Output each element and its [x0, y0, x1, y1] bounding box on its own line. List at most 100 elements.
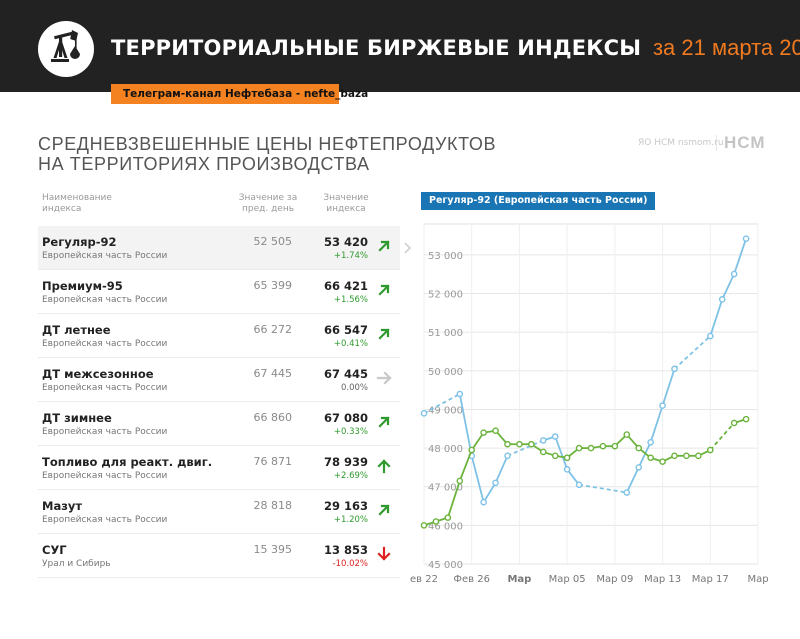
table-row[interactable]: ДТ зимнее Европейская часть России 66 860 6… [38, 402, 400, 446]
row-region: Европейская часть России [42, 295, 168, 305]
price-chart: 45 000 46 000 47 000 48 000 49 000 50 000 51 0… [410, 223, 769, 585]
col-header-cur-l2: индекса [326, 204, 366, 214]
title-date: за 21 марта 2024 [652, 35, 800, 60]
row-name: СУГ [42, 543, 67, 557]
row-name: Топливо для реакт. двиг. [42, 455, 213, 469]
series-1-segment [470, 432, 485, 451]
row-prev-value: 76 871 [253, 455, 293, 468]
row-region: Европейская часть России [42, 339, 168, 349]
series-1-point [635, 444, 643, 452]
row-current-value: 53 420 [323, 235, 368, 249]
col-header-prev-l1: Значение за [238, 193, 298, 203]
y-tick-label: 46 000 [428, 521, 463, 532]
y-tick-label: 51 000 [428, 328, 463, 339]
series-1-point [671, 452, 678, 460]
telegram-badge: Телеграм-канал Нефтебаза - nefte_baza [111, 84, 368, 104]
row-region: Европейская часть России [42, 251, 168, 261]
title-main: ТЕРРИТОРИАЛЬНЫЕ БИРЖЕВЫЕ ИНДЕКСЫ [111, 36, 642, 60]
series-0-segment [578, 483, 627, 494]
row-name: Мазут [42, 499, 83, 513]
series-1-point [420, 522, 428, 529]
series-1-point [730, 419, 738, 427]
table-row[interactable]: СУГ Урал и Сибирь 15 395 13 853 -10.02% [38, 534, 400, 578]
col-header-name-l2: индекса [42, 204, 82, 214]
table-row[interactable]: ДТ межсезонное Европейская часть России 67… [38, 358, 400, 402]
table-row[interactable]: Топливо для реакт. двиг. Европейская част… [38, 446, 400, 490]
arrow-down-icon [377, 546, 391, 561]
row-change: +1.20% [333, 515, 368, 525]
row-name: Регуляр-92 [42, 235, 117, 249]
y-tick-label: 47 000 [428, 483, 463, 494]
series-1-point [587, 444, 595, 452]
row-change: +2.69% [333, 471, 368, 481]
row-region: Европейская часть России [42, 471, 168, 481]
row-change: -10.02% [332, 559, 368, 569]
series-0-point [706, 332, 714, 340]
series-1-point [516, 440, 523, 448]
series-0-point [539, 437, 547, 444]
row-change: +1.74% [333, 251, 368, 261]
col-header-cur: Значение индекса [318, 193, 374, 215]
series-1-point [683, 452, 690, 460]
col-header-name-l1: Наименование [42, 193, 112, 203]
row-prev-value: 28 818 [253, 499, 293, 512]
col-header-prev: Значение за пред. день [238, 193, 298, 215]
series-1-segment [447, 480, 461, 518]
table-row[interactable]: Премиум-95 Европейская часть России 65 399… [38, 270, 400, 314]
row-name: ДТ межсезонное [42, 367, 154, 381]
row-current-value: 67 080 [323, 411, 368, 425]
series-1-point [456, 477, 464, 485]
series-1-segment [709, 422, 735, 451]
series-1-point [706, 446, 714, 454]
series-0-segment [482, 482, 497, 503]
series-0-point [575, 481, 583, 489]
x-tick-label: Мар [747, 574, 768, 585]
series-0-segment [470, 455, 485, 503]
series-1-point [563, 454, 571, 462]
series-1-point [504, 440, 511, 448]
series-0-point [563, 466, 571, 473]
row-name: ДТ зимнее [42, 411, 112, 425]
chart-title: Регуляр-92 (Европейская часть России) [421, 192, 656, 210]
row-current-value: 29 163 [323, 499, 368, 513]
series-0-point [420, 410, 428, 417]
arrow-up-icon [377, 459, 391, 474]
col-header-prev-l2: пред. день [241, 204, 295, 214]
arrow-up-right-icon [378, 504, 390, 516]
series-0-point [551, 433, 559, 440]
series-0-point [730, 270, 738, 278]
col-header-name: Наименование индекса [42, 193, 112, 215]
arrow-right-icon [376, 371, 392, 385]
series-1-point [444, 514, 452, 521]
series-0-segment [721, 273, 735, 300]
series-0-point [504, 452, 511, 460]
series-0-segment [458, 393, 473, 456]
row-prev-value: 52 505 [253, 235, 293, 248]
series-1-point [539, 448, 547, 456]
series-1-point [468, 446, 476, 454]
table-row[interactable]: ДТ летнее Европейская часть России 66 272 6… [38, 314, 400, 358]
series-1-point [480, 429, 487, 436]
x-tick-label: Мар 17 [692, 574, 729, 585]
row-change: +1.56% [333, 295, 368, 305]
series-1-point [528, 440, 535, 448]
series-0-point [659, 402, 666, 409]
series-0-point [635, 464, 643, 471]
brand-logo: НСМ [724, 133, 766, 152]
table-row[interactable]: Мазут Европейская часть России 28 818 29 16… [38, 490, 400, 534]
y-tick-label: 52 000 [428, 290, 463, 301]
series-0-segment [673, 335, 711, 370]
page-title: ТЕРРИТОРИАЛЬНЫЕ БИРЖЕВЫЕ ИНДЕКСЫ за 21 м… [111, 34, 800, 62]
x-tick-label: Мар 05 [549, 574, 586, 585]
table-row[interactable]: Регуляр-92 Европейская часть России 52 505… [38, 226, 400, 270]
row-prev-value: 67 445 [253, 367, 293, 380]
series-0-segment [649, 405, 664, 443]
y-tick-label: 53 000 [428, 251, 463, 262]
series-0-point [742, 235, 750, 242]
x-tick-label: Фев 26 [453, 574, 490, 585]
col-header-cur-l1: Значение [323, 193, 369, 203]
row-current-value: 66 421 [323, 279, 368, 293]
row-current-value: 66 547 [323, 323, 368, 337]
series-0-segment [625, 467, 640, 493]
row-prev-value: 65 399 [253, 279, 293, 292]
